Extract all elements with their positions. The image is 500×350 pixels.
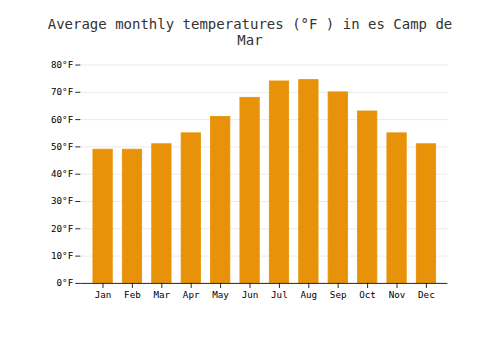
svg-text:70°F: 70°F [51,86,73,97]
svg-text:30°F: 30°F [51,195,73,206]
svg-text:Jan: Jan [95,289,112,300]
svg-text:May: May [212,289,229,300]
svg-text:Dec: Dec [418,289,435,300]
html-text:Average monthly temperatures (: Average monthly temperatures (°F ) in es… [47,16,453,48]
svg-text:Jun: Jun [242,289,259,300]
svg-text:40°F: 40°F [51,168,73,179]
svg-text:60°F: 60°F [51,114,73,125]
svg-text:Aug: Aug [300,289,317,300]
svg-text:Feb: Feb [124,289,141,300]
svg-text:Mar: Mar [153,289,170,300]
svg-text:Oct: Oct [359,289,376,300]
svg-text:80°F: 80°F [51,59,73,70]
svg-text:Sep: Sep [330,289,347,300]
svg-text:Nov: Nov [389,289,406,300]
svg-text:Jul: Jul [271,289,288,300]
svg-text:0°F: 0°F [57,277,74,288]
svg-text:Apr: Apr [183,289,200,300]
svg-text:50°F: 50°F [51,141,73,152]
svg-text:20°F: 20°F [51,223,73,234]
svg-text:10°F: 10°F [51,250,73,261]
